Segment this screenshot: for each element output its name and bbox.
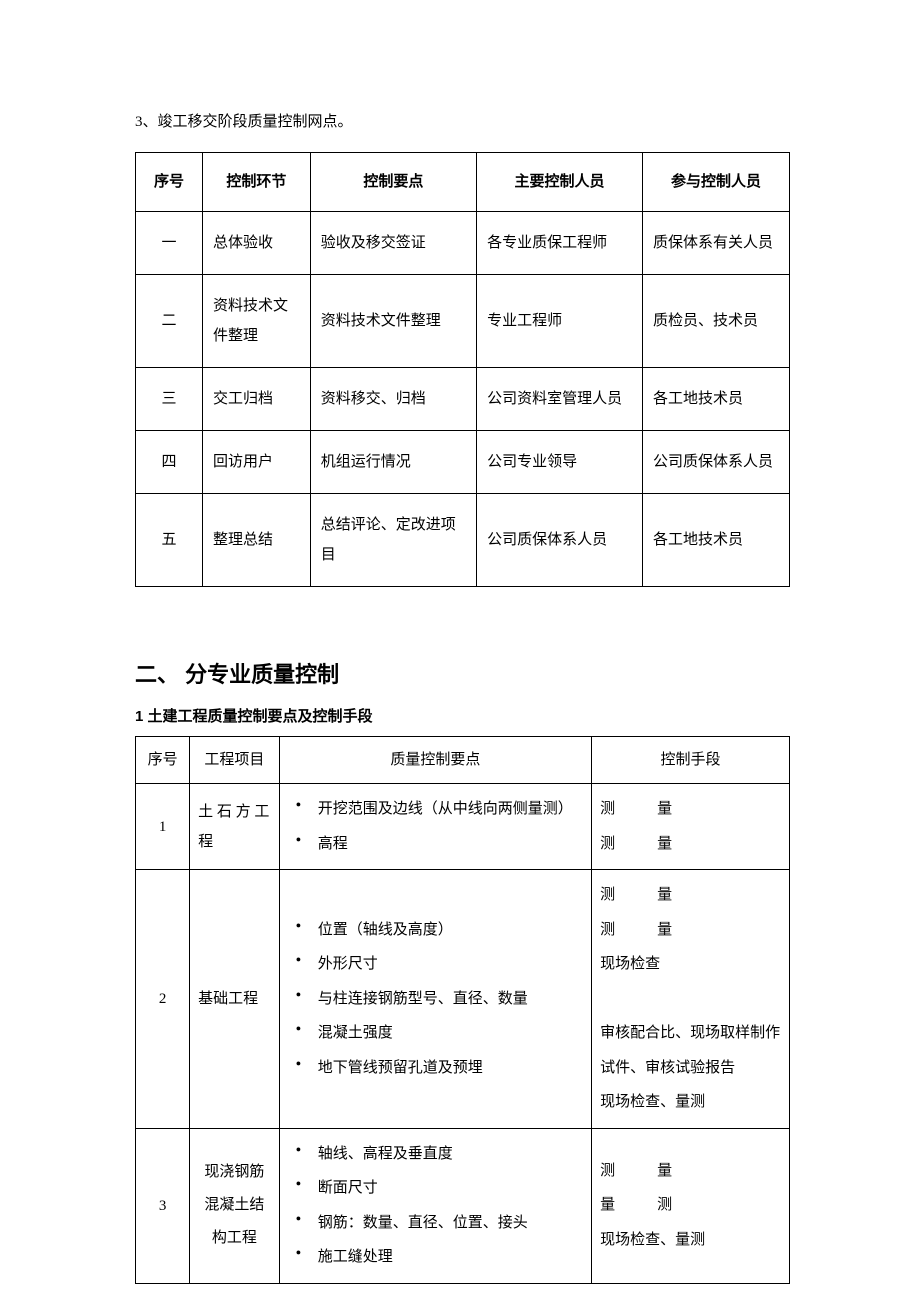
- table-cell: 专业工程师: [477, 275, 643, 368]
- table-cell-num: 2: [136, 870, 190, 1129]
- table-row: 二资料技术文件整理资料技术文件整理专业工程师质检员、技术员: [136, 275, 790, 368]
- bullet-item: 开挖范围及边线（从中线向两侧量测）: [292, 792, 583, 827]
- table-cell: 资料移交、归档: [310, 368, 476, 431]
- table-cell: 公司专业领导: [477, 431, 643, 494]
- table-completion-control: 序号 控制环节 控制要点 主要控制人员 参与控制人员 一总体验收验收及移交签证各…: [135, 152, 790, 587]
- table-cell: 各工地技术员: [643, 494, 790, 587]
- table-cell: 公司质保体系人员: [477, 494, 643, 587]
- table-cell-project: 现浇钢筋混凝土结构工程: [190, 1128, 280, 1283]
- table-cell-project: 基础工程: [190, 870, 280, 1129]
- bullet-item: 轴线、高程及垂直度: [292, 1137, 583, 1172]
- control-line: 测量: [600, 1154, 781, 1189]
- table-row: 2基础工程位置（轴线及高度）外形尺寸与柱连接钢筋型号、直径、数量混凝土强度地下管…: [136, 870, 790, 1129]
- control-line: 量测: [600, 1188, 781, 1223]
- table-row: 序号 控制环节 控制要点 主要控制人员 参与控制人员: [136, 153, 790, 212]
- bullet-item: 混凝土强度: [292, 1016, 583, 1051]
- bullet-item: 断面尺寸: [292, 1171, 583, 1206]
- control-line: 测量: [600, 878, 781, 913]
- table-cell: 各工地技术员: [643, 368, 790, 431]
- bullet-item: 地下管线预留孔道及预埋: [292, 1051, 583, 1086]
- table-cell: 总结评论、定改进项目: [310, 494, 476, 587]
- table-cell: 质保体系有关人员: [643, 212, 790, 275]
- table-cell-control: 测量测量现场检查 审核配合比、现场取样制作试件、审核试验报告现场检查、量测: [592, 870, 790, 1129]
- table-cell-num: 1: [136, 784, 190, 870]
- table-cell-control: 测量测量: [592, 784, 790, 870]
- table-civil-quality: 序号 工程项目 质量控制要点 控制手段 1土 石 方 工程开挖范围及边线（从中线…: [135, 736, 790, 1284]
- table-cell: 各专业质保工程师: [477, 212, 643, 275]
- sub-heading: 1 土建工程质量控制要点及控制手段: [135, 705, 790, 726]
- table-cell: 总体验收: [203, 212, 311, 275]
- table-row: 1土 石 方 工程开挖范围及边线（从中线向两侧量测）高程测量测量: [136, 784, 790, 870]
- table-cell: 五: [136, 494, 203, 587]
- section-heading: 二、 分专业质量控制: [135, 657, 790, 689]
- table-cell-num: 3: [136, 1128, 190, 1283]
- table-cell: 回访用户: [203, 431, 311, 494]
- bullet-item: 钢筋：数量、直径、位置、接头: [292, 1206, 583, 1241]
- control-line: 测量: [600, 913, 781, 948]
- table-cell: 机组运行情况: [310, 431, 476, 494]
- control-line: 测量: [600, 792, 781, 827]
- table-row: 3现浇钢筋混凝土结构工程轴线、高程及垂直度断面尺寸钢筋：数量、直径、位置、接头施…: [136, 1128, 790, 1283]
- intro-text: 3、竣工移交阶段质量控制网点。: [135, 110, 790, 134]
- table-cell: 资料技术文件整理: [203, 275, 311, 368]
- control-line: 现场检查、量测: [600, 1085, 781, 1120]
- table-row: 一总体验收验收及移交签证各专业质保工程师质保体系有关人员: [136, 212, 790, 275]
- bullet-item: 位置（轴线及高度）: [292, 913, 583, 948]
- table-row: 序号 工程项目 质量控制要点 控制手段: [136, 737, 790, 784]
- table-row: 五整理总结总结评论、定改进项目公司质保体系人员各工地技术员: [136, 494, 790, 587]
- col-header: 主要控制人员: [477, 153, 643, 212]
- table-cell: 一: [136, 212, 203, 275]
- col-header: 控制环节: [203, 153, 311, 212]
- control-line: 测量: [600, 827, 781, 862]
- control-line: 审核配合比、现场取样制作试件、审核试验报告: [600, 1016, 781, 1085]
- col-header: 质量控制要点: [279, 737, 591, 784]
- table-cell: 资料技术文件整理: [310, 275, 476, 368]
- table-cell: 四: [136, 431, 203, 494]
- table-cell-points: 开挖范围及边线（从中线向两侧量测）高程: [279, 784, 591, 870]
- col-header: 序号: [136, 153, 203, 212]
- col-header: 控制要点: [310, 153, 476, 212]
- table-row: 四回访用户机组运行情况公司专业领导公司质保体系人员: [136, 431, 790, 494]
- col-header: 控制手段: [592, 737, 790, 784]
- table-cell: 整理总结: [203, 494, 311, 587]
- table-cell: 公司资料室管理人员: [477, 368, 643, 431]
- bullet-item: 施工缝处理: [292, 1240, 583, 1275]
- col-header: 参与控制人员: [643, 153, 790, 212]
- table-cell-control: 测量量测现场检查、量测: [592, 1128, 790, 1283]
- table-row: 三交工归档资料移交、归档公司资料室管理人员各工地技术员: [136, 368, 790, 431]
- table-cell-points: 位置（轴线及高度）外形尺寸与柱连接钢筋型号、直径、数量混凝土强度地下管线预留孔道…: [279, 870, 591, 1129]
- control-line: 现场检查、量测: [600, 1223, 781, 1258]
- bullet-item: 高程: [292, 827, 583, 862]
- table-cell: 公司质保体系人员: [643, 431, 790, 494]
- control-line: [600, 982, 781, 1017]
- col-header: 工程项目: [190, 737, 280, 784]
- table-cell-points: 轴线、高程及垂直度断面尺寸钢筋：数量、直径、位置、接头施工缝处理: [279, 1128, 591, 1283]
- bullet-item: 外形尺寸: [292, 947, 583, 982]
- col-header: 序号: [136, 737, 190, 784]
- table-cell: 三: [136, 368, 203, 431]
- table-cell: 交工归档: [203, 368, 311, 431]
- table-cell: 验收及移交签证: [310, 212, 476, 275]
- bullet-item: 与柱连接钢筋型号、直径、数量: [292, 982, 583, 1017]
- table-cell: 二: [136, 275, 203, 368]
- control-line: 现场检查: [600, 947, 781, 982]
- table-cell: 质检员、技术员: [643, 275, 790, 368]
- table-cell-project: 土 石 方 工程: [190, 784, 280, 870]
